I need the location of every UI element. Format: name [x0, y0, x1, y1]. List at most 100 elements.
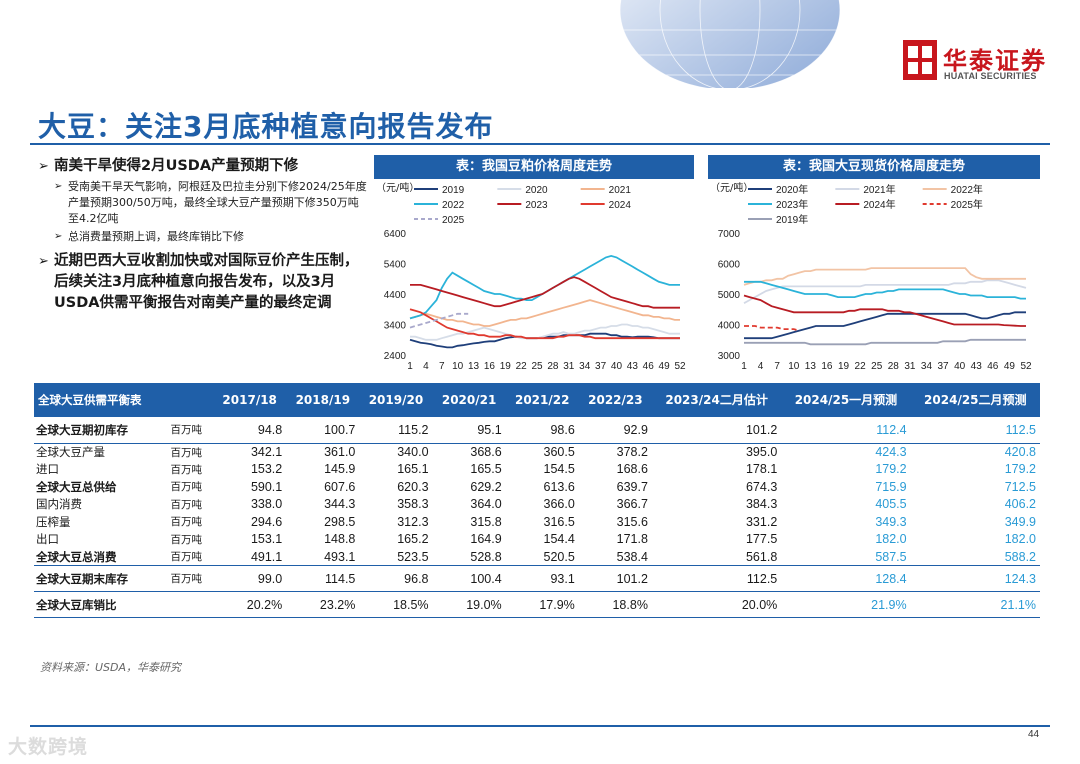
table-cell: 100.7	[324, 422, 356, 437]
x-tick-label: 4	[758, 361, 764, 372]
table-cell: 96.8	[359, 565, 433, 592]
table-cell: 590.1	[250, 479, 283, 494]
x-tick-label: 13	[468, 361, 480, 372]
table-cell: 361.0	[286, 442, 360, 461]
row-unit: 百万吨	[164, 565, 214, 592]
legend-label: 2024年	[863, 198, 895, 211]
table-cell: 298.5	[324, 514, 356, 529]
table-row: 国内消费 百万吨 338.0 344.3 358.3 364.0 366.0 366.7 384…	[34, 496, 1040, 514]
table-cell: 405.5	[875, 497, 907, 512]
x-tick-label: 22	[855, 361, 867, 372]
x-tick-label: 37	[937, 361, 949, 372]
bullet-main: 南美干旱使得2月USDA产量预期下修	[38, 156, 368, 177]
soymeal-chart-svg: （元/吨） 2019 2020 2021 2022 2023 2024 2025 2400 340…	[376, 181, 686, 372]
table-cell: 171.8	[616, 532, 648, 547]
series-line	[743, 279, 1027, 304]
series-line	[409, 312, 469, 329]
table-cell: 164.9	[470, 532, 502, 547]
table-cell: 340.0	[359, 442, 433, 461]
table-cell: 165.1	[397, 462, 429, 477]
table-cell: 112.4	[876, 422, 907, 437]
x-tick-label: 49	[659, 361, 671, 372]
row-unit: 百万吨	[170, 463, 203, 476]
table-column-header: 2020/21	[432, 383, 506, 417]
y-tick-label: 7000	[718, 229, 741, 240]
globe-graphic	[619, 0, 840, 88]
table-cell: 182.0	[875, 532, 907, 547]
page-title: 大豆：关注3月底种植意向报告发布	[38, 110, 494, 143]
x-tick-label: 1	[407, 361, 413, 372]
x-tick-label: 13	[805, 361, 817, 372]
table-cell: 99.0	[213, 565, 287, 592]
table-column-header: 2017/18	[213, 383, 287, 417]
table-cell: 620.3	[397, 479, 429, 494]
series-line	[409, 299, 680, 327]
y-tick-label: 6000	[718, 260, 741, 271]
table-cell: 349.9	[1004, 514, 1036, 529]
chart-title: 表：我国大豆现货价格周度走势	[708, 155, 1040, 179]
x-tick-label: 52	[674, 361, 686, 372]
series-line	[744, 280, 1026, 300]
table-row: 全球大豆期初库存 百万吨 94.8 100.7 115.2 95.1 98.6 92.9 101…	[34, 417, 1040, 443]
table-cell: 294.6	[250, 514, 283, 529]
table-cell: 607.6	[324, 479, 356, 494]
table-cell: 94.8	[257, 422, 283, 437]
table-row: 进口 百万吨 153.2 145.9 165.1 165.5 154.5 168.6 178.1…	[34, 461, 1040, 479]
table-cell: 112.5	[1005, 422, 1036, 437]
x-tick-label: 19	[838, 361, 850, 372]
x-tick-label: 34	[921, 361, 933, 372]
table-column-header: 2022/23	[578, 383, 652, 417]
row-label: 出口	[36, 532, 59, 547]
table-title: 全球大豆供需平衡表	[34, 383, 165, 417]
x-tick-label: 7	[439, 361, 445, 372]
table-cell: 378.2	[578, 442, 652, 461]
table-cell: 145.9	[324, 462, 356, 477]
x-tick-label: 25	[871, 361, 883, 372]
x-tick-label: 16	[484, 361, 496, 372]
x-tick-label: 40	[954, 361, 966, 372]
table-cell: 168.6	[616, 462, 648, 477]
series-line	[409, 308, 680, 340]
row-unit: 百万吨	[170, 424, 203, 437]
table-cell: 18.8%	[578, 591, 652, 618]
table-cell: 349.3	[875, 514, 907, 529]
soybean-spot-chart: 表：我国大豆现货价格周度走势 （元/吨） 2020年 2021年 2022年 2023年…	[708, 155, 1040, 375]
table-cell: 715.9	[875, 479, 907, 494]
y-tick-label: 5400	[384, 260, 407, 271]
table-cell: 128.4	[781, 565, 911, 592]
table-cell: 315.6	[616, 514, 648, 529]
table-cell: 177.5	[745, 532, 778, 547]
bullet-sub: 受南美干旱天气影响，阿根廷及巴拉圭分别下修2024/25年度产量预期300/50…	[38, 179, 368, 227]
table-cell: 95.1	[477, 422, 502, 437]
row-label: 全球大豆期末库存	[34, 565, 165, 592]
table-cell: 360.5	[505, 442, 579, 461]
series-line	[744, 311, 1026, 340]
table-cell: 395.0	[651, 442, 782, 461]
supply-demand-table: 全球大豆供需平衡表 2017/18 2018/19 2019/20 2020/21 20…	[34, 383, 1040, 618]
table-cell: 384.3	[745, 497, 778, 512]
table-cell: 613.6	[543, 479, 575, 494]
table-column-header: 2019/20	[359, 383, 433, 417]
table-column-header: 2021/22	[505, 383, 579, 417]
x-tick-label: 10	[452, 361, 464, 372]
legend-label: 2022	[442, 200, 465, 211]
y-tick-label: 4000	[718, 321, 741, 332]
title-divider	[30, 143, 1050, 145]
table-cell: 342.1	[213, 442, 287, 461]
table-cell: 316.5	[543, 514, 575, 529]
table-cell: 23.2%	[286, 591, 360, 618]
table-cell: 20.0%	[651, 591, 782, 618]
row-unit: 百万吨	[164, 442, 214, 461]
table-cell: 148.8	[324, 532, 356, 547]
table-row: 压榨量 百万吨 294.6 298.5 312.3 315.8 316.5 315.6 331.…	[34, 513, 1040, 531]
legend-label: 2023	[525, 200, 548, 211]
row-label: 全球大豆总消费	[36, 549, 117, 564]
table-cell: 629.2	[470, 479, 502, 494]
table-cell: 18.5%	[359, 591, 433, 618]
x-tick-label: 16	[821, 361, 833, 372]
x-tick-label: 31	[563, 361, 575, 372]
brand-name-cn: 华泰证券	[943, 47, 1047, 75]
table-cell: 520.5	[543, 549, 575, 564]
table-cell: 165.2	[397, 532, 429, 547]
y-tick-label: 2400	[384, 351, 407, 362]
